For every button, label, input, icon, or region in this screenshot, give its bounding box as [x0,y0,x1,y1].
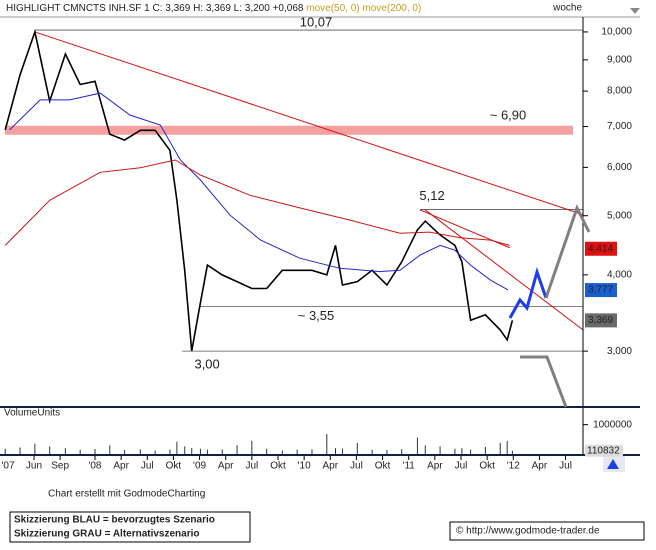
level-label: ~ 6,90 [490,108,527,123]
x-tick-label: Okt [375,461,391,472]
price-tag [585,313,617,328]
period: woche [552,3,582,14]
x-tick-label: Apr [532,461,548,472]
x-tick-label: Jul [559,461,572,472]
x-tick-label: Apr [113,461,129,472]
trendline [34,31,584,216]
menu-icon[interactable] [630,8,640,14]
header: HIGHLIGHT CMNCTS INH.SF 1 C: 3,369 H: 3,… [6,3,421,14]
price-tag [585,241,617,256]
y-tick-label: 5,000 [607,210,632,221]
x-tick-label: Jul [245,461,258,472]
x-tick-label: '07 [1,461,14,472]
y-tick-label: 7,000 [607,121,632,132]
plot-area: 10,000 9,000 8,000 7,000 6,000 5,000 4,000 3,00… [1,15,632,472]
scenario-grey-up [544,204,591,299]
legend-line: Skizzierung GRAU = Alternativszenario [14,529,200,540]
x-tick-label: Okt [270,461,286,472]
volume-tag [585,444,623,457]
tool-icon-glyph [607,459,619,469]
x-tick-label: '08 [88,461,101,472]
x-tick-label: Okt [166,461,182,472]
level-label: 5,12 [419,188,444,203]
y-tick-label: 8,000 [607,86,632,97]
price-tag-label: 4,414 [588,243,613,254]
x-tick-label: '12 [507,461,520,472]
x-tick-label: Apr [427,461,443,472]
price-line [4,28,514,352]
y-tick-label: 10,000 [601,27,632,38]
url-box [449,521,645,541]
level-label: 3,00 [194,357,219,372]
header-text: HIGHLIGHT CMNCTS INH.SF 1 C: 3,369 H: 3,… [6,3,304,14]
price-tag [585,283,617,298]
scenario-grey-down [520,355,568,408]
x-tick-label: '09 [193,461,206,472]
x-tick-label: Jul [455,461,468,472]
x-tick-label: Jul [350,461,363,472]
volume-tick-label: 1000000 [593,419,632,430]
price-tag-label: 3,369 [588,315,613,326]
x-tick-label: Sep [51,461,69,472]
y-tick-label: 4,000 [607,270,632,281]
volume-label: VolumeUnits [4,408,60,419]
scenario-blue [508,266,548,319]
legend-box [9,511,251,543]
x-tick-label: Okt [479,461,495,472]
x-tick-label: Apr [322,461,338,472]
y-tick-label: 3,000 [607,346,632,357]
x-tick-label: Jul [141,461,154,472]
url[interactable]: © http://www.godmode-trader.de [456,526,600,537]
volume-tag-label: 110832 [587,445,620,456]
price-tag-label: 3,777 [588,285,613,296]
y-tick-label: 6,000 [607,162,632,173]
legend-ma50: move(50, 0) [306,3,359,14]
level-label: ~ 3,55 [298,308,335,323]
moving-average [9,92,509,291]
legend-line: Skizzierung BLAU = bevorzugtes Szenario [14,515,215,526]
legend-ma200: move(200, 0) [362,3,421,14]
credit: Chart erstellt mit GodmodeCharting [48,489,205,500]
x-tick-label: '11 [403,461,416,472]
x-tick-label: Jun [26,461,42,472]
moving-average [4,159,510,246]
trendline [424,209,584,331]
level-label: 10,07 [300,15,333,30]
x-tick-label: Apr [218,461,234,472]
x-tick-label: '10 [298,461,311,472]
y-tick-label: 9,000 [607,55,632,66]
